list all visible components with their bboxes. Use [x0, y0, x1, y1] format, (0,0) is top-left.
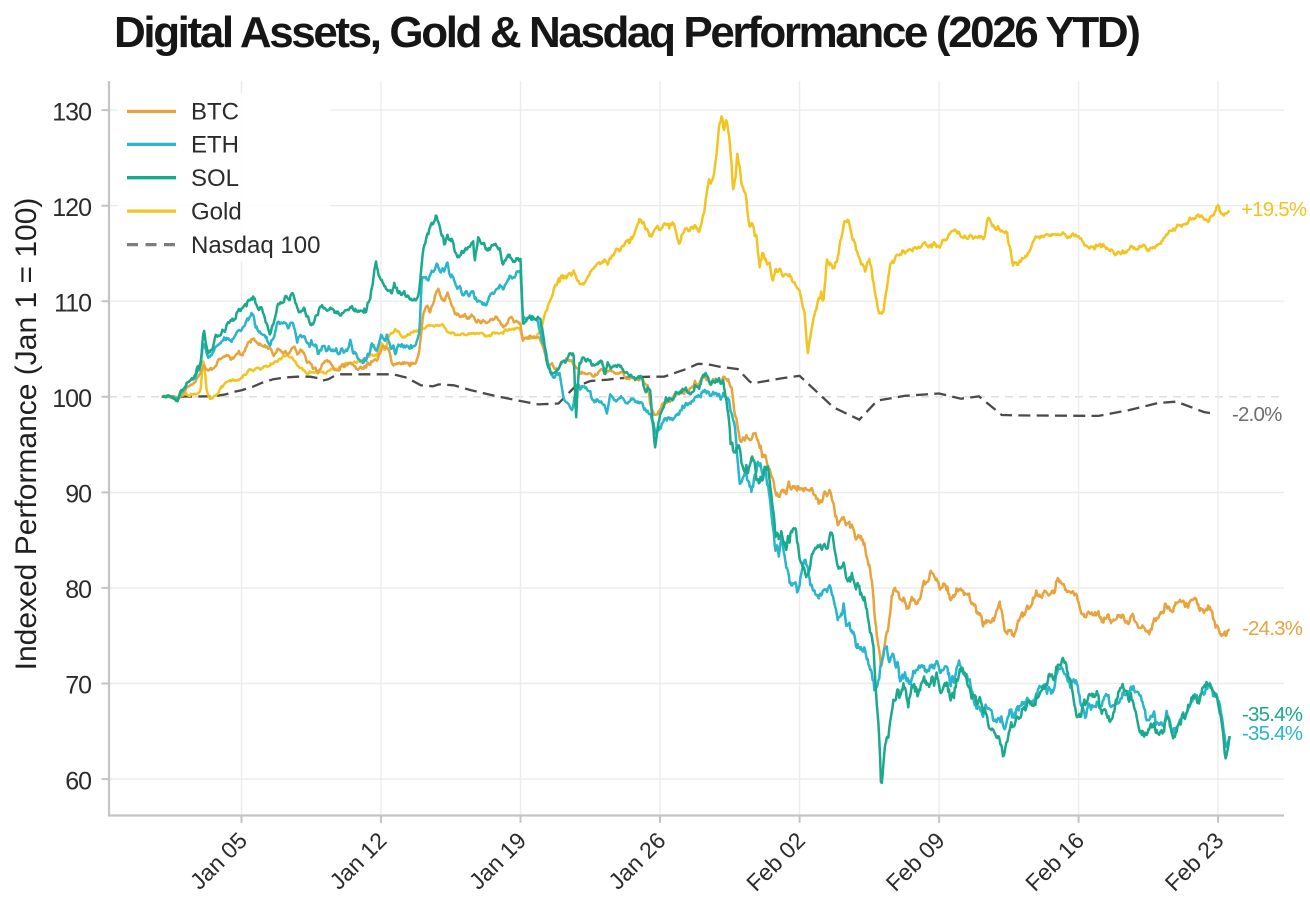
svg-text:100: 100 — [52, 385, 91, 413]
svg-text:BTC: BTC — [191, 99, 239, 126]
svg-text:-24.3%: -24.3% — [1242, 617, 1303, 640]
svg-text:130: 130 — [52, 98, 91, 126]
svg-text:80: 80 — [65, 576, 91, 604]
svg-text:ETH: ETH — [191, 132, 239, 159]
svg-text:+19.5%: +19.5% — [1241, 198, 1307, 221]
svg-text:SOL: SOL — [191, 165, 239, 192]
svg-text:-35.4%: -35.4% — [1242, 703, 1303, 726]
svg-text:-35.4%: -35.4% — [1242, 722, 1303, 745]
svg-text:70: 70 — [65, 672, 91, 700]
svg-text:Gold: Gold — [191, 198, 242, 225]
svg-text:110: 110 — [54, 289, 91, 317]
svg-text:Nasdaq 100: Nasdaq 100 — [191, 232, 320, 259]
svg-text:90: 90 — [65, 481, 91, 509]
svg-text:120: 120 — [52, 194, 91, 222]
svg-text:Indexed Performance (Jan 1 = 1: Indexed Performance (Jan 1 = 100) — [10, 198, 43, 671]
svg-text:Digital Assets, Gold & Nasdaq: Digital Assets, Gold & Nasdaq Performanc… — [114, 8, 1139, 57]
svg-text:-2.0%: -2.0% — [1232, 403, 1282, 426]
svg-text:60: 60 — [65, 767, 91, 795]
